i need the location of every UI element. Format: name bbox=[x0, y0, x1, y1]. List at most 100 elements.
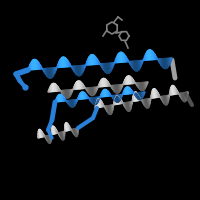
Polygon shape bbox=[100, 80, 102, 87]
Polygon shape bbox=[171, 86, 173, 95]
Polygon shape bbox=[70, 127, 71, 130]
Polygon shape bbox=[74, 66, 76, 74]
Polygon shape bbox=[45, 68, 47, 77]
Polygon shape bbox=[84, 86, 86, 88]
Polygon shape bbox=[61, 58, 63, 67]
Polygon shape bbox=[147, 50, 149, 60]
Polygon shape bbox=[118, 85, 120, 92]
Polygon shape bbox=[129, 102, 131, 109]
Polygon shape bbox=[94, 97, 96, 105]
Polygon shape bbox=[135, 92, 137, 101]
Polygon shape bbox=[120, 52, 122, 62]
Polygon shape bbox=[38, 123, 78, 143]
Polygon shape bbox=[68, 90, 70, 98]
Polygon shape bbox=[41, 66, 42, 69]
Polygon shape bbox=[155, 89, 157, 97]
Polygon shape bbox=[168, 95, 169, 100]
Polygon shape bbox=[91, 98, 93, 104]
Polygon shape bbox=[133, 79, 134, 83]
Polygon shape bbox=[63, 57, 66, 67]
Polygon shape bbox=[167, 95, 169, 102]
Polygon shape bbox=[36, 60, 38, 69]
Polygon shape bbox=[97, 99, 99, 108]
Polygon shape bbox=[132, 61, 134, 70]
Polygon shape bbox=[80, 81, 82, 89]
Polygon shape bbox=[38, 133, 39, 138]
Polygon shape bbox=[138, 83, 140, 90]
Polygon shape bbox=[93, 98, 95, 105]
Polygon shape bbox=[147, 99, 149, 107]
Polygon shape bbox=[54, 126, 56, 134]
Polygon shape bbox=[62, 57, 64, 67]
Polygon shape bbox=[69, 90, 71, 96]
Polygon shape bbox=[54, 127, 57, 133]
Polygon shape bbox=[135, 92, 138, 101]
Polygon shape bbox=[50, 68, 52, 78]
Polygon shape bbox=[48, 68, 50, 78]
Polygon shape bbox=[67, 90, 69, 98]
Polygon shape bbox=[139, 83, 142, 90]
Polygon shape bbox=[158, 92, 159, 97]
Polygon shape bbox=[117, 95, 119, 104]
Polygon shape bbox=[99, 61, 100, 64]
Polygon shape bbox=[84, 92, 85, 99]
Polygon shape bbox=[79, 93, 81, 99]
Polygon shape bbox=[98, 84, 99, 87]
Polygon shape bbox=[61, 95, 63, 101]
Polygon shape bbox=[153, 89, 156, 98]
Polygon shape bbox=[114, 95, 115, 101]
Polygon shape bbox=[146, 52, 148, 60]
Polygon shape bbox=[56, 85, 58, 91]
Polygon shape bbox=[108, 82, 109, 86]
Polygon shape bbox=[169, 92, 171, 95]
Polygon shape bbox=[113, 105, 114, 108]
Polygon shape bbox=[104, 78, 106, 86]
Polygon shape bbox=[66, 90, 68, 98]
Polygon shape bbox=[66, 59, 68, 67]
Polygon shape bbox=[159, 59, 161, 65]
Polygon shape bbox=[161, 96, 163, 102]
Polygon shape bbox=[133, 92, 134, 94]
Polygon shape bbox=[70, 100, 72, 107]
Polygon shape bbox=[59, 88, 61, 91]
Polygon shape bbox=[100, 100, 102, 107]
Polygon shape bbox=[77, 128, 78, 130]
Polygon shape bbox=[104, 106, 106, 109]
Polygon shape bbox=[63, 131, 65, 136]
Polygon shape bbox=[122, 84, 123, 87]
Polygon shape bbox=[39, 129, 42, 137]
Polygon shape bbox=[129, 76, 131, 84]
Polygon shape bbox=[73, 100, 75, 107]
Polygon shape bbox=[64, 97, 65, 101]
Polygon shape bbox=[72, 129, 74, 134]
Polygon shape bbox=[124, 90, 125, 94]
Polygon shape bbox=[187, 92, 188, 94]
Polygon shape bbox=[123, 92, 124, 94]
Polygon shape bbox=[162, 59, 165, 68]
Polygon shape bbox=[148, 50, 151, 60]
Polygon shape bbox=[152, 89, 155, 98]
Polygon shape bbox=[182, 93, 184, 102]
Polygon shape bbox=[109, 92, 110, 96]
Polygon shape bbox=[131, 101, 132, 104]
Polygon shape bbox=[118, 95, 120, 101]
Polygon shape bbox=[67, 100, 69, 105]
Polygon shape bbox=[95, 102, 97, 108]
Polygon shape bbox=[137, 83, 139, 88]
Polygon shape bbox=[40, 130, 43, 137]
Polygon shape bbox=[103, 64, 105, 72]
Polygon shape bbox=[176, 89, 178, 94]
Polygon shape bbox=[60, 132, 62, 140]
Polygon shape bbox=[65, 125, 67, 131]
Polygon shape bbox=[111, 96, 113, 98]
Polygon shape bbox=[155, 54, 156, 59]
Polygon shape bbox=[89, 98, 90, 100]
Polygon shape bbox=[88, 88, 90, 94]
Polygon shape bbox=[76, 99, 78, 102]
Polygon shape bbox=[55, 129, 57, 133]
Polygon shape bbox=[178, 92, 179, 94]
Polygon shape bbox=[141, 92, 142, 99]
Polygon shape bbox=[181, 93, 183, 101]
Polygon shape bbox=[121, 52, 123, 62]
Polygon shape bbox=[142, 92, 143, 98]
